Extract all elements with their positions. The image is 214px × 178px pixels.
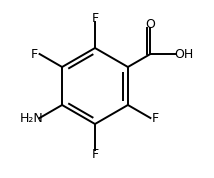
Text: F: F — [31, 48, 38, 61]
Text: F: F — [91, 148, 99, 161]
Text: H₂N: H₂N — [20, 111, 43, 124]
Text: F: F — [152, 111, 159, 124]
Text: OH: OH — [174, 48, 193, 61]
Text: F: F — [91, 12, 99, 25]
Text: O: O — [146, 17, 155, 30]
